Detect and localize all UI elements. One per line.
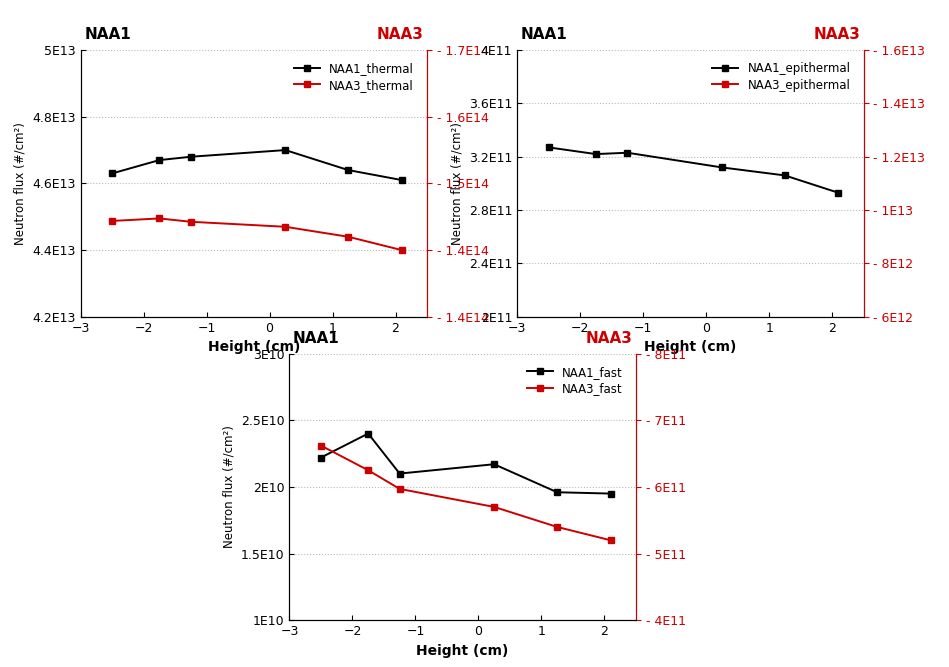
NAA3_thermal xyxy=(343,233,354,241)
Text: NAA3: NAA3 xyxy=(377,27,423,42)
Line: NAA3_thermal: NAA3_thermal xyxy=(109,215,405,253)
NAA3_fast xyxy=(394,485,405,493)
Y-axis label: Neutron flux (#/cm²): Neutron flux (#/cm²) xyxy=(13,122,27,245)
NAA3_epithermal xyxy=(716,400,728,408)
NAA3_fast xyxy=(605,536,616,544)
NAA1_fast xyxy=(315,454,326,462)
NAA1_epithermal xyxy=(716,163,728,171)
Legend: NAA1_fast, NAA3_fast: NAA1_fast, NAA3_fast xyxy=(523,362,626,399)
NAA3_epithermal xyxy=(590,396,602,404)
Line: NAA3_epithermal: NAA3_epithermal xyxy=(546,396,842,410)
NAA3_thermal xyxy=(185,218,196,226)
NAA1_epithermal xyxy=(590,150,602,158)
X-axis label: Height (cm): Height (cm) xyxy=(417,644,509,658)
NAA1_thermal xyxy=(280,146,291,154)
NAA3_thermal xyxy=(106,217,118,225)
NAA1_epithermal xyxy=(543,143,554,151)
NAA1_fast xyxy=(394,470,405,478)
X-axis label: Height (cm): Height (cm) xyxy=(208,340,300,354)
NAA1_thermal xyxy=(185,153,196,161)
Text: NAA1: NAA1 xyxy=(293,331,340,346)
NAA1_fast xyxy=(363,430,374,438)
NAA3_thermal xyxy=(154,215,165,223)
NAA1_thermal xyxy=(106,169,118,177)
Text: NAA3: NAA3 xyxy=(586,331,632,346)
NAA1_fast xyxy=(605,490,616,498)
Text: NAA1: NAA1 xyxy=(84,27,131,42)
Text: NAA1: NAA1 xyxy=(521,27,568,42)
NAA1_fast xyxy=(551,488,563,496)
NAA3_epithermal xyxy=(832,403,844,411)
NAA1_fast xyxy=(489,460,500,468)
NAA3_thermal xyxy=(280,223,291,231)
Legend: NAA1_thermal, NAA3_thermal: NAA1_thermal, NAA3_thermal xyxy=(290,59,418,95)
NAA3_epithermal xyxy=(779,401,791,409)
Text: NAA3: NAA3 xyxy=(813,27,860,42)
Line: NAA1_thermal: NAA1_thermal xyxy=(109,147,405,183)
NAA1_epithermal xyxy=(832,189,844,197)
Line: NAA3_fast: NAA3_fast xyxy=(318,442,614,544)
NAA1_epithermal xyxy=(622,149,633,157)
Y-axis label: Neutron flux (#/cm²): Neutron flux (#/cm²) xyxy=(450,122,463,245)
NAA3_fast xyxy=(551,523,563,531)
NAA3_fast xyxy=(363,466,374,474)
Line: NAA1_epithermal: NAA1_epithermal xyxy=(546,144,842,196)
NAA3_fast xyxy=(315,442,326,450)
NAA3_epithermal xyxy=(622,398,633,406)
NAA1_epithermal xyxy=(779,171,791,179)
NAA3_thermal xyxy=(396,246,407,254)
Legend: NAA1_epithermal, NAA3_epithermal: NAA1_epithermal, NAA3_epithermal xyxy=(709,59,854,95)
X-axis label: Height (cm): Height (cm) xyxy=(644,340,736,354)
NAA1_thermal xyxy=(154,156,165,164)
NAA3_fast xyxy=(489,503,500,511)
Y-axis label: Neutron flux (#/cm²): Neutron flux (#/cm²) xyxy=(222,426,235,548)
NAA3_epithermal xyxy=(543,395,554,403)
NAA1_thermal xyxy=(343,166,354,174)
NAA1_thermal xyxy=(396,176,407,184)
Line: NAA1_fast: NAA1_fast xyxy=(318,430,614,497)
